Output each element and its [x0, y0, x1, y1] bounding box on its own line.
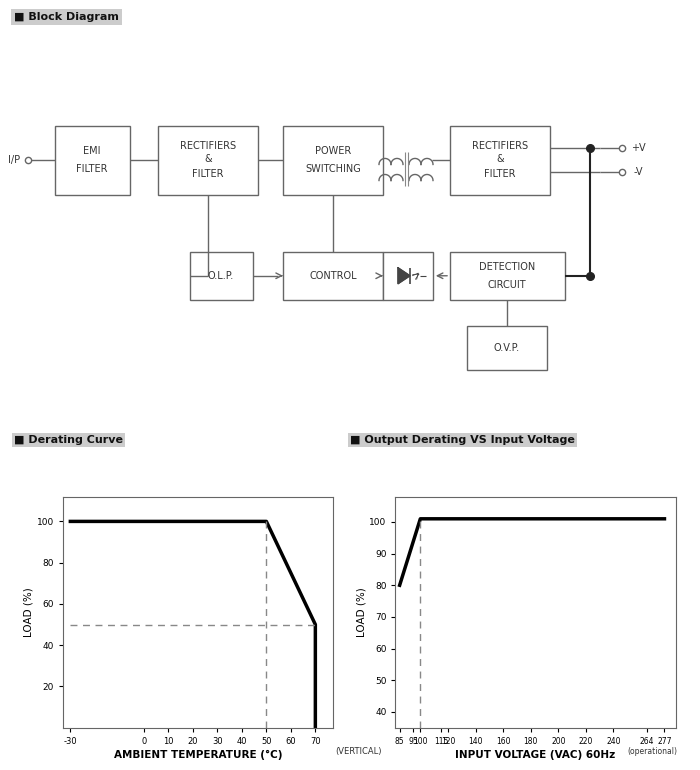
- Y-axis label: LOAD (%): LOAD (%): [356, 588, 366, 637]
- Bar: [450, 252, 565, 300]
- Text: (VERTICAL): (VERTICAL): [335, 747, 382, 756]
- Polygon shape: [398, 268, 410, 284]
- Bar: [450, 126, 550, 195]
- Text: ■ Output Derating VS Input Voltage: ■ Output Derating VS Input Voltage: [350, 435, 575, 445]
- Text: FILTER: FILTER: [484, 169, 516, 179]
- Text: &: &: [496, 155, 504, 165]
- Y-axis label: LOAD (%): LOAD (%): [24, 588, 34, 637]
- Text: RECTIFIERS: RECTIFIERS: [180, 142, 236, 152]
- Text: I/P: I/P: [8, 156, 20, 166]
- Text: CIRCUIT: CIRCUIT: [488, 280, 526, 290]
- Text: ■ Derating Curve: ■ Derating Curve: [14, 435, 123, 445]
- Text: SWITCHING: SWITCHING: [305, 165, 361, 175]
- Text: FILTER: FILTER: [76, 165, 108, 175]
- Text: EMI: EMI: [83, 146, 101, 156]
- Bar: [467, 326, 547, 370]
- Text: POWER: POWER: [315, 146, 351, 156]
- Text: O.L.P.: O.L.P.: [208, 271, 234, 281]
- Text: +V: +V: [631, 143, 645, 153]
- Text: &: &: [204, 155, 212, 165]
- Bar: [283, 126, 383, 195]
- Text: DETECTION: DETECTION: [479, 262, 535, 272]
- Text: FILTER: FILTER: [193, 169, 224, 179]
- X-axis label: AMBIENT TEMPERATURE (°C): AMBIENT TEMPERATURE (°C): [113, 750, 282, 760]
- Text: -V: -V: [634, 168, 643, 177]
- Bar: [283, 252, 383, 300]
- Text: O.V.P.: O.V.P.: [494, 343, 520, 353]
- X-axis label: INPUT VOLTAGE (VAC) 60Hz: INPUT VOLTAGE (VAC) 60Hz: [456, 750, 615, 760]
- Bar: [55, 126, 130, 195]
- Text: ■ Block Diagram: ■ Block Diagram: [14, 12, 119, 22]
- Bar: [383, 252, 433, 300]
- Bar: [158, 126, 258, 195]
- Bar: [190, 252, 253, 300]
- Text: RECTIFIERS: RECTIFIERS: [472, 142, 528, 152]
- Text: (operational): (operational): [627, 747, 677, 756]
- Text: CONTROL: CONTROL: [309, 271, 357, 281]
